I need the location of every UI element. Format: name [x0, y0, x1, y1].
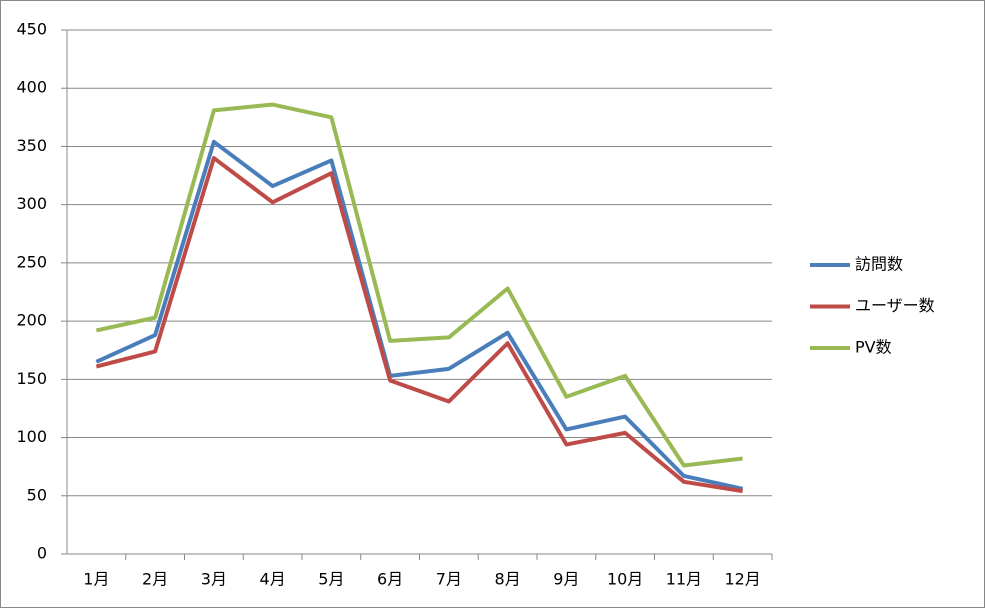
- y-tick-label: 300: [16, 194, 47, 213]
- x-tick-label: 9月: [553, 570, 579, 589]
- series-line: [95, 102, 743, 468]
- legend-label: 訪問数: [855, 255, 903, 274]
- y-tick-label: 350: [16, 136, 47, 155]
- y-tick-label: 0: [37, 544, 47, 563]
- legend-label: ユーザー数: [855, 296, 935, 315]
- y-tick-label: 200: [16, 311, 47, 330]
- x-tick-label: 11月: [666, 570, 702, 589]
- x-tick-label: 12月: [724, 570, 760, 589]
- y-tick-label: 450: [16, 20, 47, 39]
- x-tick-label: 8月: [495, 570, 521, 589]
- legend-label: PV数: [855, 338, 892, 357]
- x-tick-label: 4月: [260, 570, 286, 589]
- x-tick-label: 7月: [436, 570, 462, 589]
- y-tick-label: 100: [16, 427, 47, 446]
- y-tick-label: 400: [16, 78, 47, 97]
- y-tick-label: 150: [16, 369, 47, 388]
- series-line: [95, 139, 744, 491]
- x-tick-label: 6月: [377, 570, 403, 589]
- series-line: [95, 156, 743, 494]
- x-tick-label: 2月: [142, 570, 168, 589]
- x-tick-label: 10月: [607, 570, 643, 589]
- x-tick-label: 3月: [201, 570, 227, 589]
- x-tick-label: 1月: [83, 570, 109, 589]
- x-tick-label: 5月: [318, 570, 344, 589]
- y-tick-label: 250: [16, 252, 47, 271]
- y-tick-label: 50: [27, 485, 47, 504]
